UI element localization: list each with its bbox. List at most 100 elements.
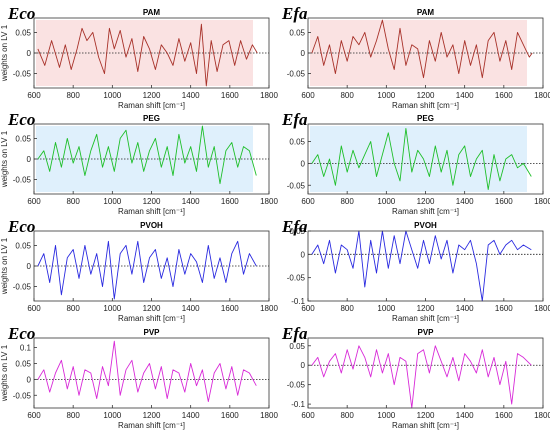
- x-tick-label: 1400: [182, 91, 200, 100]
- corner-label: Eco: [7, 4, 35, 23]
- y-tick-label: -0.1: [291, 297, 305, 306]
- x-tick-label: 600: [27, 304, 41, 313]
- x-tick-label: 1000: [103, 304, 121, 313]
- x-tick-label: 1400: [456, 411, 474, 420]
- corner-label: Eco: [7, 324, 35, 343]
- y-tick-label: 0.05: [15, 134, 31, 143]
- x-axis-label: Raman shift [cm⁻¹]: [118, 101, 185, 110]
- x-tick-label: 1000: [377, 411, 395, 420]
- chart-panel: 600 800 1000 1200 1400 1600 1800 -0.1 -0.05 0 0.05…: [281, 217, 550, 323]
- plot-frame: [307, 230, 544, 302]
- x-tick-label: 1600: [221, 411, 239, 420]
- y-tick-label: -0.05: [287, 70, 306, 79]
- x-tick-label: 1600: [495, 304, 513, 313]
- series-line: [311, 19, 533, 79]
- x-tick-label: 1200: [417, 91, 435, 100]
- x-tick-label: 1400: [182, 304, 200, 313]
- x-tick-label: 1800: [260, 304, 278, 313]
- x-tick-label: 1200: [143, 91, 161, 100]
- chart-panel: 600 800 1000 1200 1400 1600 1800 -0.05 0 0.05 PEG E…: [0, 110, 278, 216]
- x-tick-label: 1000: [377, 91, 395, 100]
- panel-title: PVP: [417, 328, 434, 337]
- x-tick-label: 1400: [182, 197, 200, 206]
- x-tick-label: 1800: [534, 91, 550, 100]
- x-tick-label: 1400: [456, 197, 474, 206]
- panel-title: PAM: [143, 8, 161, 17]
- x-axis-label: Raman shift [cm⁻¹]: [118, 207, 185, 216]
- x-tick-label: 600: [27, 91, 41, 100]
- y-tick-label: -0.05: [287, 181, 306, 190]
- y-tick-label: 0.05: [15, 28, 31, 37]
- x-tick-label: 1400: [456, 304, 474, 313]
- panel-title: PVOH: [140, 221, 163, 230]
- y-tick-label: -0.1: [291, 400, 305, 409]
- x-tick-label: 1600: [495, 197, 513, 206]
- chart-panel: 600 800 1000 1200 1400 1600 1800 -0.05 0 0.05 PEG E…: [281, 110, 550, 216]
- x-tick-label: 600: [27, 411, 41, 420]
- chart-panel: 600 800 1000 1200 1400 1600 1800 -0.05 0 0.05 PAM E…: [281, 4, 550, 110]
- panel-title: PEG: [143, 114, 160, 123]
- x-tick-label: 1600: [495, 91, 513, 100]
- y-tick-label: -0.05: [287, 381, 306, 390]
- x-axis-label: Raman shift [cm⁻¹]: [392, 421, 459, 430]
- y-tick-label: 0: [301, 49, 306, 58]
- series-line: [311, 127, 532, 191]
- panel-background-tint: [310, 126, 527, 192]
- y-tick-label: 0.05: [289, 342, 305, 351]
- y-tick-label: 0: [27, 262, 32, 271]
- x-tick-label: 1000: [377, 304, 395, 313]
- x-tick-label: 1200: [143, 304, 161, 313]
- corner-label: Eco: [7, 110, 35, 129]
- corner-label: Efa: [281, 4, 308, 23]
- y-axis-label: weights on LV 1: [0, 344, 9, 402]
- y-tick-label: 0: [27, 155, 32, 164]
- corner-label: Efa: [281, 324, 308, 343]
- chart-panel: 600 800 1000 1200 1400 1600 1800 -0.1 -0.05 0 0.05…: [281, 324, 550, 430]
- x-tick-label: 800: [66, 411, 80, 420]
- x-tick-label: 800: [340, 91, 354, 100]
- x-axis-label: Raman shift [cm⁻¹]: [118, 314, 185, 323]
- x-tick-label: 1200: [143, 197, 161, 206]
- x-axis-label: Raman shift [cm⁻¹]: [392, 101, 459, 110]
- y-tick-label: 0: [301, 159, 306, 168]
- x-tick-label: 1800: [534, 411, 550, 420]
- x-tick-label: 600: [301, 411, 315, 420]
- x-tick-label: 1200: [417, 411, 435, 420]
- panel-title: PVOH: [414, 221, 437, 230]
- panel-background-tint: [36, 20, 253, 86]
- series-line: [37, 23, 258, 87]
- y-tick-label: -0.05: [13, 283, 32, 292]
- y-tick-label: 0.05: [289, 227, 305, 236]
- y-tick-label: 0: [27, 49, 32, 58]
- panel-title: PVP: [143, 328, 160, 337]
- x-tick-label: 800: [340, 197, 354, 206]
- x-tick-label: 1600: [495, 411, 513, 420]
- x-tick-label: 1000: [103, 411, 121, 420]
- x-tick-label: 1800: [534, 304, 550, 313]
- x-axis-label: Raman shift [cm⁻¹]: [392, 314, 459, 323]
- y-tick-label: 0: [27, 375, 32, 384]
- x-tick-label: 1600: [221, 197, 239, 206]
- x-tick-label: 1600: [221, 91, 239, 100]
- series-line: [311, 230, 532, 302]
- x-tick-label: 800: [66, 197, 80, 206]
- corner-label: Efa: [281, 217, 308, 236]
- x-tick-label: 800: [66, 91, 80, 100]
- y-tick-label: -0.05: [13, 391, 32, 400]
- y-tick-label: 0.05: [15, 359, 31, 368]
- x-tick-label: 1600: [221, 304, 239, 313]
- series-line: [37, 240, 257, 300]
- x-tick-label: 600: [27, 197, 41, 206]
- y-tick-label: 0: [301, 250, 306, 259]
- series-line: [311, 345, 532, 409]
- x-tick-label: 1000: [103, 197, 121, 206]
- x-tick-label: 1000: [103, 91, 121, 100]
- x-tick-label: 800: [340, 411, 354, 420]
- y-tick-label: 0.05: [289, 138, 305, 147]
- y-tick-label: -0.05: [13, 176, 32, 185]
- y-axis-label: weights on LV 1: [0, 24, 9, 82]
- panel-title: PAM: [417, 8, 435, 17]
- x-tick-label: 1800: [260, 197, 278, 206]
- y-axis-label: weights on LV 1: [0, 237, 9, 295]
- x-tick-label: 1200: [143, 411, 161, 420]
